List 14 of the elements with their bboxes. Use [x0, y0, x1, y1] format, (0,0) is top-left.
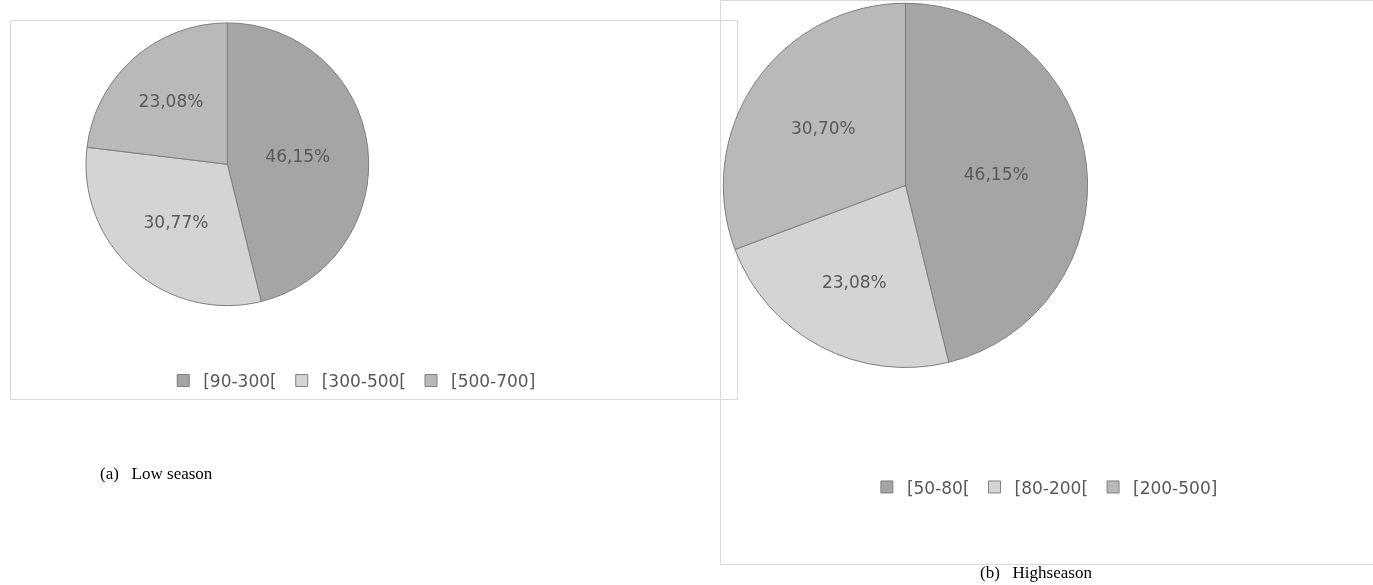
legend-label: [80-200[	[1014, 477, 1089, 498]
text: (a) Low season	[100, 464, 213, 484]
legend-label: [300-500[	[321, 371, 406, 392]
data-label: 23,08%	[821, 272, 887, 293]
legend-label: [500-700]	[451, 371, 536, 392]
legend-label: [200-500]	[1133, 477, 1218, 498]
legend-label: [90-300[	[203, 371, 277, 392]
legend-label: [50-80[	[906, 477, 970, 498]
data-label: 46,15%	[963, 164, 1029, 185]
text: (b) Highseason	[980, 563, 1092, 583]
data-label: 30,70%	[790, 118, 856, 139]
data-label: 30,77%	[143, 212, 209, 233]
data-label: 23,08%	[138, 90, 204, 111]
data-label: 46,15%	[265, 145, 331, 166]
